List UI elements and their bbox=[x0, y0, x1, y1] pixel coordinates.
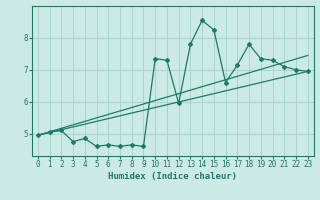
X-axis label: Humidex (Indice chaleur): Humidex (Indice chaleur) bbox=[108, 172, 237, 181]
